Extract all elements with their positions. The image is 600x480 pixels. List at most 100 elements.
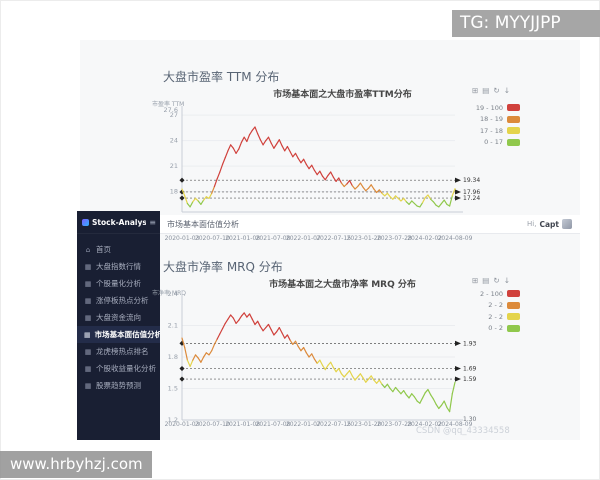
sidebar-item-label: 个股收益量化分析 (96, 364, 156, 373)
chart-title-pe-ttm: 市场基本面之大盘市盈率TTM分布 (273, 90, 412, 100)
legend-label: 0 - 17 (484, 138, 503, 147)
svg-text:2.4: 2.4 (168, 290, 178, 298)
svg-text:17.24: 17.24 (463, 195, 480, 202)
toolbox-data-zoom-icon[interactable]: ⊞ (472, 276, 479, 285)
x-axis-tick-label: 2021-07-08 (255, 421, 291, 428)
sidebar-item-5[interactable]: ▦ 大盘资金流向 (77, 309, 160, 326)
legend-label: 19 - 100 (475, 103, 503, 112)
legend-label: 18 - 19 (479, 115, 503, 124)
legend-swatch-icon (507, 127, 520, 135)
sidebar-item-label: 市场基本面估值分析 (94, 330, 160, 339)
legend-swatch-icon (507, 138, 520, 146)
x-axis-tick-label: 2024-08-09 (437, 421, 473, 428)
sidebar-item-label: 大盘资金流向 (96, 313, 141, 322)
avatar[interactable] (562, 219, 572, 229)
sidebar-item-label: 涨停板热点分析 (96, 296, 149, 305)
x-axis-tick-label: 2020-07-10 (194, 421, 230, 428)
sidebar-item-8[interactable]: ▦ 个股收益量化分析 (77, 360, 160, 377)
toolbox-data-zoom-icon[interactable]: ⊞ (472, 86, 479, 95)
legend-item[interactable]: 0 - 17 (458, 137, 520, 149)
x-axis-tick-label: 2023-01-20 (346, 235, 382, 242)
page-header-bar: 市场基本面估值分析 Hi, Capt (160, 215, 580, 234)
bar-chart-icon: ▦ (84, 364, 92, 373)
chart-pe-ttm[interactable]: 27.6 27 24 21 18 19.34 17.96 17.24 (150, 96, 495, 224)
x-axis-tick-label: 2023-07-28 (376, 421, 412, 428)
chart-legend: 19 - 100 18 - 19 17 - 18 0 - 17 (458, 102, 520, 148)
chart-pb-mrq[interactable]: 2.4 2.1 1.8 1.5 1.2 1.93 1.69 1.59 1.30 (150, 286, 495, 432)
legend-label: 0 - 2 (488, 324, 503, 333)
csdn-watermark: CSDN @qq_43334558 (416, 426, 510, 436)
x-axis-tick-label: 2021-01-08 (225, 421, 261, 428)
x-axis-tick-label: 2022-01-07 (285, 421, 321, 428)
toolbox-restore-icon[interactable]: ↻ (493, 276, 500, 285)
x-axis-labels-pb-mrq: 2020-01-03 2020-07-10 2021-01-08 2021-07-08… (150, 421, 495, 431)
sidebar-header: Stock-Analysis ≡ (77, 211, 160, 234)
sidebar-item-2[interactable]: ▦ 大盘指数行情 (77, 258, 160, 275)
legend-swatch-icon (507, 313, 520, 321)
sidebar: Stock-Analysis ≡ ⌂ 首页 ▦ 大盘指数行情 ▦ 个股量化分析 ▦ 涨停板热点… (77, 211, 160, 440)
chart-toolbox: ⊞ ▤ ↻ ↓ (472, 277, 510, 285)
legend-swatch-icon (507, 324, 520, 332)
hamburger-icon[interactable]: ≡ (149, 217, 156, 227)
legend-swatch-icon (507, 301, 520, 309)
app-name: Stock-Analysis (92, 217, 147, 227)
toolbox-save-image-icon[interactable]: ↓ (503, 276, 510, 285)
legend-item[interactable]: 19 - 100 (458, 102, 520, 114)
legend-label: 2 - 100 (479, 289, 503, 298)
y-axis-name-pb-mrq: 市净率 MRQ (152, 290, 186, 297)
svg-text:1.5: 1.5 (168, 385, 178, 393)
legend-item[interactable]: 17 - 18 (458, 125, 520, 137)
chart-legend: 2 - 100 2 - 2 2 - 2 0 - 2 (458, 288, 520, 334)
x-axis-tick-label: 2024-02-02 (407, 421, 443, 428)
sidebar-item-label: 龙虎榜热点排名 (96, 347, 149, 356)
legend-item[interactable]: 2 - 2 (458, 311, 520, 323)
x-axis-tick-label: 2022-01-07 (285, 235, 321, 242)
legend-swatch-icon (507, 290, 520, 298)
svg-text:1.59: 1.59 (463, 376, 477, 383)
bar-chart-icon: ▦ (84, 296, 92, 305)
app-logo-icon (82, 218, 89, 226)
sidebar-item-1[interactable]: ⌂ 首页 (77, 241, 160, 258)
svg-text:27.6: 27.6 (164, 106, 178, 114)
svg-text:18: 18 (170, 188, 178, 196)
legend-swatch-icon (507, 104, 520, 112)
svg-text:1.69: 1.69 (463, 366, 477, 373)
x-axis-tick-label: 2020-01-03 (164, 235, 200, 242)
svg-text:1.93: 1.93 (463, 340, 477, 347)
bar-chart-icon: ▦ (84, 381, 92, 390)
sidebar-item-3[interactable]: ▦ 个股量化分析 (77, 275, 160, 292)
toolbox-restore-icon[interactable]: ↻ (493, 86, 500, 95)
x-axis-tick-label: 2022-07-15 (316, 421, 352, 428)
user-menu[interactable]: Hi, Capt (527, 219, 572, 229)
svg-text:1.2: 1.2 (168, 416, 178, 424)
legend-label: 2 - 2 (488, 312, 503, 321)
sidebar-item-7[interactable]: ▦ 龙虎榜热点排名 (77, 343, 160, 360)
section-heading-pe-ttm: 大盘市盈率 TTM 分布 (163, 70, 280, 84)
svg-text:21: 21 (170, 162, 178, 170)
sidebar-item-9[interactable]: ▦ 股票趋势预测 (77, 377, 160, 394)
x-axis-tick-label: 2022-07-15 (316, 235, 352, 242)
site-watermark: www.hrbyhzj.com (0, 451, 152, 478)
x-axis-tick-label: 2021-07-08 (255, 235, 291, 242)
legend-item[interactable]: 2 - 100 (458, 288, 520, 300)
toolbox-save-image-icon[interactable]: ↓ (503, 86, 510, 95)
legend-item[interactable]: 2 - 2 (458, 300, 520, 312)
svg-text:2.1: 2.1 (168, 322, 178, 330)
legend-label: 2 - 2 (488, 301, 503, 310)
legend-item[interactable]: 18 - 19 (458, 114, 520, 126)
svg-text:1.30: 1.30 (463, 416, 477, 423)
bar-chart-icon: ▦ (84, 330, 91, 339)
toolbox-data-view-icon[interactable]: ▤ (482, 86, 490, 95)
sidebar-item-4[interactable]: ▦ 涨停板热点分析 (77, 292, 160, 309)
section-heading-pb-mrq: 大盘市净率 MRQ 分布 (163, 260, 283, 274)
toolbox-data-view-icon[interactable]: ▤ (482, 276, 490, 285)
chart-title-pb-mrq: 市场基本面之大盘市净率 MRQ 分布 (269, 280, 416, 290)
x-axis-tick-label: 2023-01-20 (346, 421, 382, 428)
sidebar-item-6[interactable]: ▦ 市场基本面估值分析 (77, 326, 160, 343)
sidebar-item-label: 首页 (96, 245, 111, 254)
sidebar-menu: ⌂ 首页 ▦ 大盘指数行情 ▦ 个股量化分析 ▦ 涨停板热点分析 ▦ 大盘资金流向 ▦ 市场基本面估值… (77, 234, 160, 394)
svg-text:17.96: 17.96 (463, 189, 480, 196)
x-axis-tick-label: 2020-01-03 (164, 421, 200, 428)
y-axis-name-pe-ttm: 市盈率 TTM (152, 101, 185, 108)
legend-item[interactable]: 0 - 2 (458, 323, 520, 335)
